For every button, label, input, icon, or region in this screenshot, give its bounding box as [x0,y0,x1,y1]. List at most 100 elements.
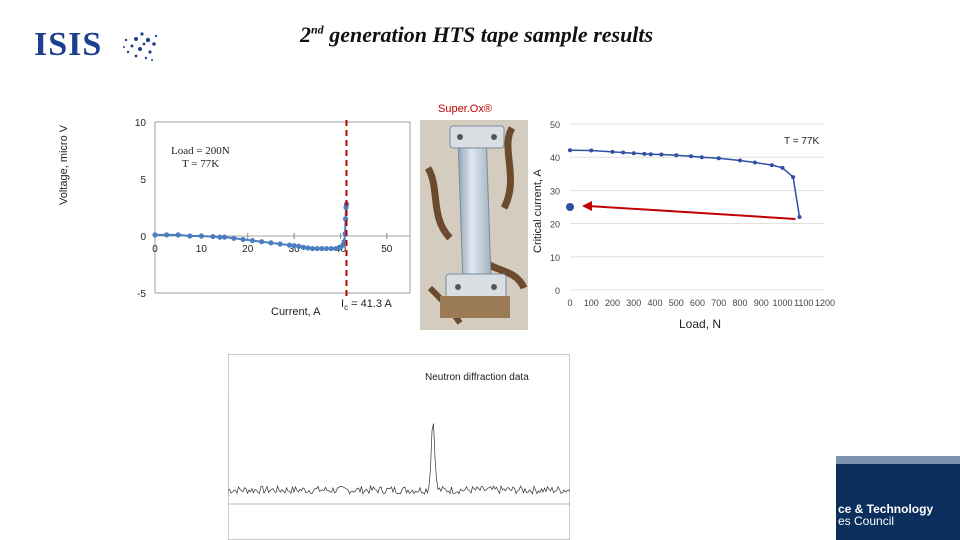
right-y-tick-label: 40 [550,153,560,163]
right-x-tick-label: 200 [605,298,620,308]
left-y-tick-label: 0 [140,232,146,243]
voltage-data-point [333,245,339,252]
left-x-tick-label: 50 [381,244,393,255]
critical-current-data-point [589,148,594,153]
critical-current-data-point [648,152,653,157]
voltage-data-point [268,240,274,246]
critical-current-data-point [659,152,664,157]
right-chart-ylabel: Critical current, A [532,169,544,253]
critical-current-data-point [797,214,802,219]
right-chart-annotation: T = 77K [784,136,820,147]
voltage-data-point [187,233,193,239]
voltage-data-point [296,243,302,249]
right-chart-xlabel: Load, N [679,317,722,331]
left-x-tick-label: 10 [196,244,208,255]
critical-current-data-point [610,149,615,154]
page-title: 2nd generation HTS tape sample results [300,22,720,48]
diffraction-line [228,423,570,496]
critical-current-data-point [738,158,742,163]
voltage-data-point [198,233,204,239]
trend-arrow-shaft [587,205,796,220]
voltage-data-point [231,235,237,241]
voltage-data-point [152,232,158,238]
trend-arrow [582,201,796,220]
voltage-data-point [221,234,228,240]
critical-current-data-point [699,155,704,160]
right-y-tick-label: 10 [550,253,560,263]
critical-current-data-point [791,175,796,180]
diffraction-trace [228,394,570,496]
left-x-tick-label: 20 [242,244,254,255]
critical-current-data-point [674,153,679,158]
critical-current-data-point [621,150,626,155]
council-logo-line2: es Council [838,514,895,528]
ic-label-sub: c [344,303,349,313]
voltage-data-point [305,245,311,251]
critical-current-data-point [568,148,572,153]
voltage-data-point [240,236,246,243]
voltage-data-point [163,232,170,238]
right-y-tick-label: 20 [550,220,560,230]
council-logo-strip [836,456,960,464]
left-x-tick-label: 0 [152,244,158,255]
voltage-data-point [323,245,330,252]
right-x-tick-label: 600 [690,298,705,308]
voltage-data-point [175,232,181,238]
globe-logo-icon [123,32,158,61]
left-y-tick-label: 5 [140,175,146,186]
load-annotation: Load = 200N [171,145,230,157]
critical-current-data-point [769,163,774,168]
voltage-data-point [277,241,283,247]
critical-current-data-point [780,165,785,170]
neutron-diffraction-plot [228,354,570,540]
council-logo-line1: ce & Technology [838,502,934,516]
critical-current-data-point [752,160,757,165]
critical-current-label: Ic = 41.3 A [341,298,392,312]
right-x-tick-label: 1100 [794,298,813,308]
left-chart-ylabel: Voltage, micro V [58,124,70,205]
logo-text: ISIS [34,26,103,63]
title-superscript: nd [311,22,324,37]
right-x-tick-label: 800 [732,298,747,308]
voltage-data-point [341,239,347,245]
voltage-data-point [319,245,325,252]
right-chart-series [566,148,802,219]
voltage-data-point [291,243,297,249]
right-y-tick-label: 50 [550,120,560,130]
highlighted-data-point [566,203,574,211]
ic-label-main: I [341,298,345,310]
trend-arrow-head [582,201,592,211]
neutron-label: Neutron diffraction data [425,372,529,383]
left-chart-frame [154,121,411,294]
right-y-tick-label: 30 [550,186,560,196]
left-x-tick-label: 30 [289,244,301,255]
right-x-tick-label: 0 [567,298,572,308]
critical-current-data-point [716,156,721,161]
right-x-tick-label: 500 [669,298,684,308]
critical-current-data-point [689,154,694,159]
left-chart-xlabel: Current, A [271,306,321,318]
right-x-tick-label: 700 [711,298,726,308]
temperature-annotation: T = 77K [182,158,220,170]
left-y-tick-label: 10 [135,118,147,129]
right-x-tick-label: 900 [754,298,769,308]
council-logo-block [836,456,960,540]
isis-logo [28,16,168,68]
left-y-tick-label: -5 [137,289,146,300]
right-x-tick-label: 1000 [772,298,792,308]
voltage-data-point [328,245,334,252]
right-x-tick-label: 100 [584,298,599,308]
voltage-data-point [217,234,223,240]
sample-holder-photo [420,98,528,330]
right-y-tick-label: 0 [555,286,560,296]
right-x-tick-label: 300 [626,298,641,308]
right-x-tick-label: 1200 [815,298,835,308]
voltage-data-point [249,237,255,244]
title-prefix: 2 [300,22,311,47]
critical-current-data-point [631,151,636,156]
voltage-data-point [286,242,293,248]
right-x-tick-label: 400 [647,298,662,308]
photo-label: Super.Ox® [438,103,492,115]
